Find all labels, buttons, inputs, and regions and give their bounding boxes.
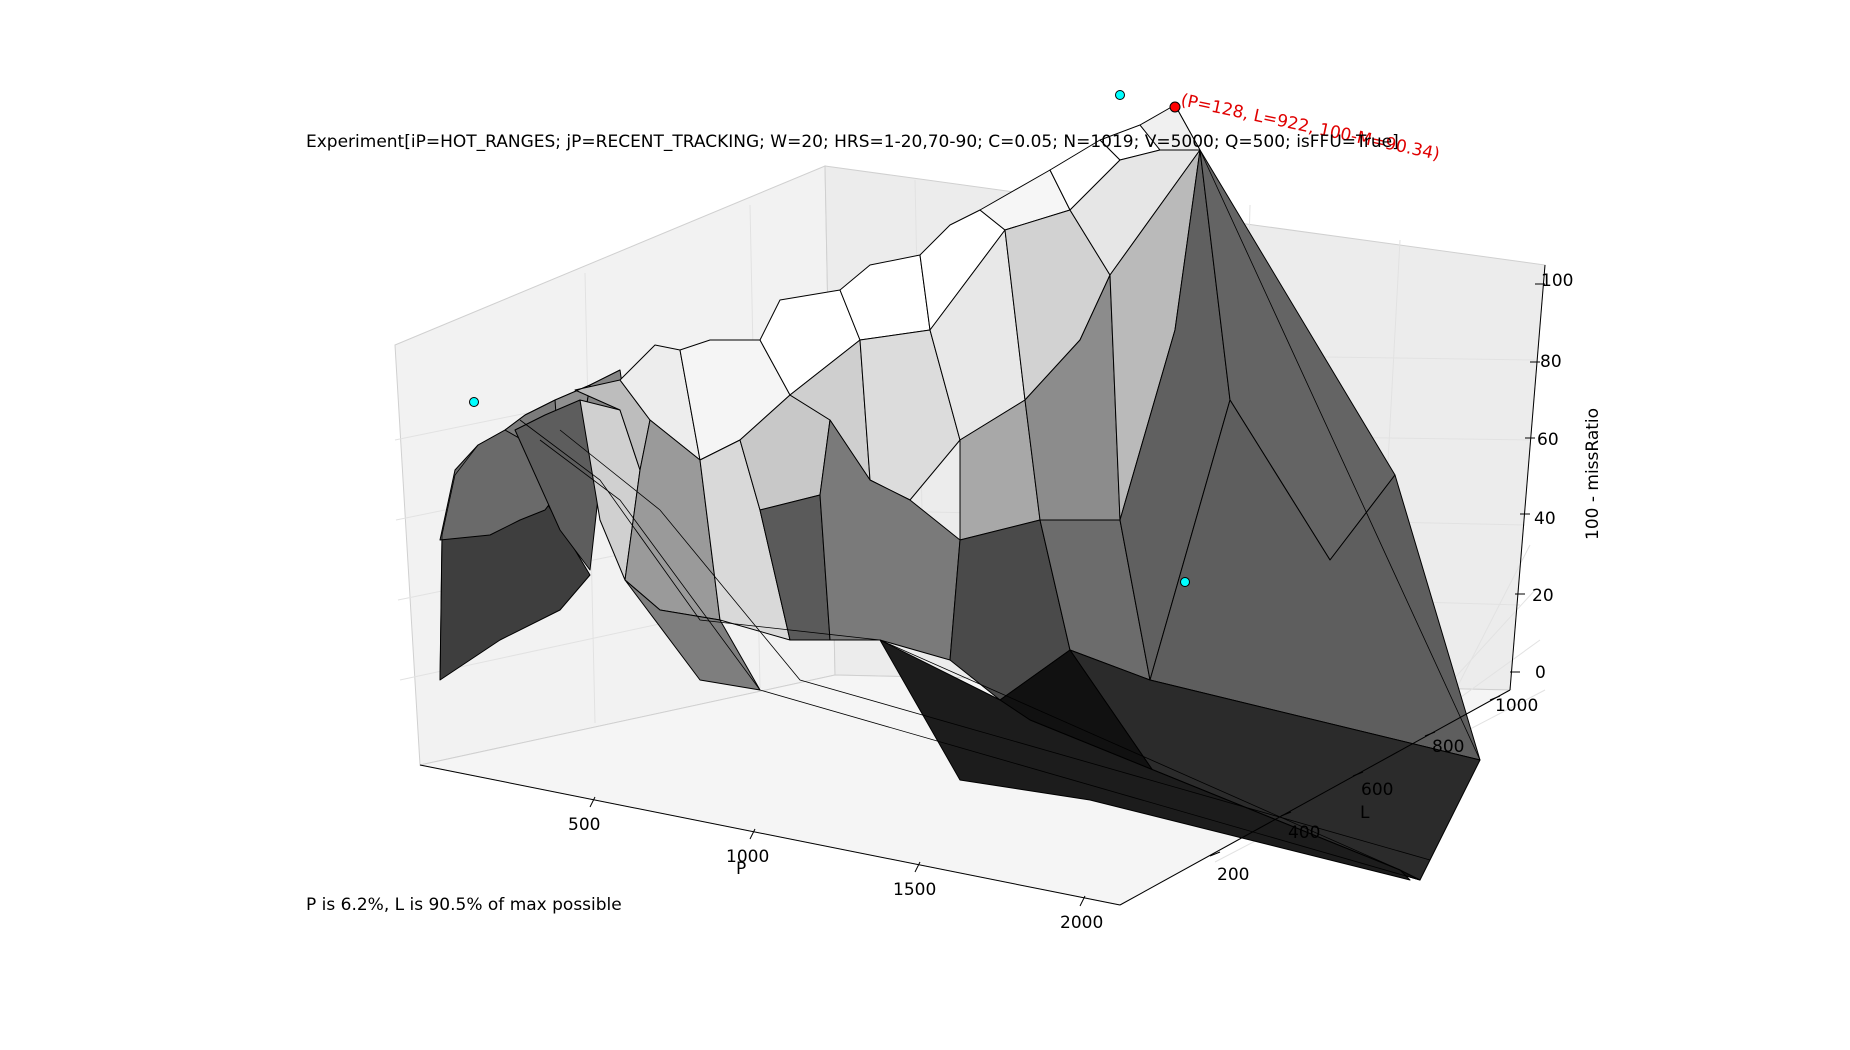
surface-facet (1069, 149, 1201, 276)
x-tick-label: 2000 (1060, 913, 1103, 933)
cyan-marker (1115, 90, 1125, 100)
x-axis-label: P (736, 859, 746, 879)
y-tick-label: 400 (1288, 823, 1320, 843)
z-tick-label: 40 (1534, 509, 1556, 529)
y-tick-label: 1000 (1495, 696, 1538, 716)
cyan-marker (1180, 577, 1190, 587)
y-tick-label: 600 (1361, 780, 1393, 800)
y-tick-label: 200 (1217, 865, 1249, 885)
z-tick-label: 100 (1541, 271, 1573, 291)
y-axis-label: L (1360, 803, 1370, 823)
y-axis: 200 400 600 800 1000 L (1119, 689, 1538, 906)
z-tick-label: 20 (1532, 586, 1554, 606)
surface-facet (624, 579, 761, 691)
surface-facet (1149, 399, 1481, 761)
x-tick-label: 1500 (893, 880, 936, 900)
y-tick-label: 800 (1432, 737, 1464, 757)
x-tick-label: 500 (568, 815, 600, 835)
surface-wireframe (439, 104, 1481, 881)
z-tick-label: 80 (1540, 352, 1562, 372)
surface (439, 104, 1481, 881)
x-tick-label: 1000 (726, 847, 769, 867)
markers (469, 90, 1190, 587)
chart-title: Experiment[iP=HOT_RANGES; jP=RECENT_TRAC… (306, 132, 1399, 152)
z-tick-label: 0 (1535, 663, 1546, 683)
z-axis: 0 20 40 60 80 100 100 - missRatio (1509, 264, 1603, 691)
max-point-label: (P=128, L=922, 100-M=90.34) (1179, 90, 1442, 164)
x-axis: 500 1000 1500 2000 P (419, 764, 1121, 933)
max-point-marker (1169, 101, 1181, 113)
z-tick-label: 60 (1537, 430, 1559, 450)
surface-facet (879, 639, 1411, 881)
surface-facet (859, 329, 961, 501)
footnote: P is 6.2%, L is 90.5% of max possible (306, 895, 622, 915)
cyan-marker (469, 397, 479, 407)
z-axis-label: 100 - missRatio (1583, 408, 1603, 540)
